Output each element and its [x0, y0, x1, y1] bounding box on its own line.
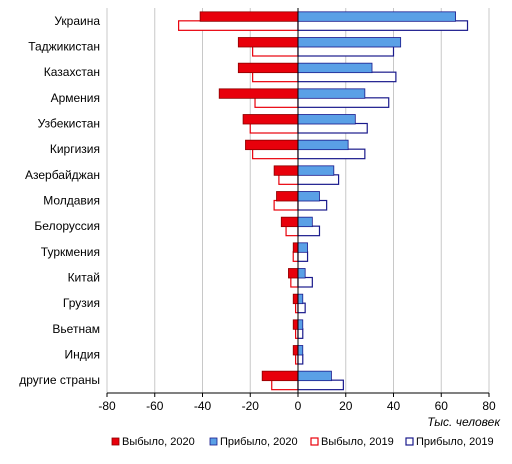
category-label: Белоруссия [34, 219, 100, 233]
bar-2020 [297, 165, 335, 176]
category-label: Грузия [63, 296, 100, 310]
bar-2019 [297, 276, 313, 288]
bar-2019 [178, 20, 299, 31]
x-tick-label: 80 [482, 399, 496, 413]
legend-label: Выбыло, 2020 [122, 436, 195, 448]
bar-2020 [297, 37, 402, 48]
legend-label: Выбыло, 2019 [321, 436, 394, 448]
x-axis-label: Тыс. человек [427, 415, 501, 429]
legend-layer: Выбыло, 2020 Прибыло, 2020 Выбыло, 2019 При… [111, 436, 494, 448]
bar-2020 [297, 370, 332, 382]
bar-2020 [297, 216, 313, 228]
bar-2020 [237, 62, 299, 74]
bar-2019 [254, 97, 299, 108]
category-label: Узбекистан [38, 117, 100, 131]
bar-2019 [297, 122, 368, 134]
bar-2020 [297, 345, 304, 356]
bar-2020 [297, 11, 456, 22]
bar-2019 [285, 225, 299, 237]
bar-2020 [297, 268, 306, 279]
bar-2020 [288, 268, 299, 279]
bar-2020 [245, 139, 299, 151]
bar-2019 [290, 276, 299, 288]
bar-2019 [297, 251, 309, 262]
bar-2020 [280, 216, 299, 228]
bar-2020 [292, 345, 299, 356]
bar-2019 [297, 302, 306, 314]
axis-layer: -80 -60 -40 -20 0 20 40 60 80 Тыс. человек [98, 8, 501, 429]
category-label: Армения [51, 91, 100, 105]
legend-label: Прибыло, 2020 [220, 436, 298, 448]
bar-2020 [297, 139, 349, 151]
bar-2019 [273, 199, 299, 211]
category-label: другие страны [19, 373, 100, 387]
bar-2019 [252, 71, 299, 83]
bar-2020 [237, 37, 299, 48]
bar-2019 [297, 328, 304, 339]
bar-2020 [297, 62, 373, 74]
x-tick-label: 20 [339, 399, 353, 413]
bar-2019 [271, 379, 299, 391]
bar-2019 [297, 199, 328, 211]
bar-2019 [292, 251, 299, 262]
bar-2019 [297, 97, 390, 108]
bar-2019 [297, 379, 344, 391]
category-label: Вьетнам [52, 322, 100, 336]
bar-2020 [199, 11, 299, 22]
bar-2020 [292, 293, 299, 305]
bar-2020 [297, 191, 320, 202]
x-tick-label: 60 [435, 399, 449, 413]
bar-2020 [276, 191, 299, 202]
bar-2020 [292, 319, 299, 330]
legend-swatch [405, 437, 414, 446]
bar-2020 [273, 165, 299, 176]
legend-swatch [111, 437, 120, 446]
bar-2020 [297, 319, 304, 330]
x-tick-label: -40 [194, 399, 212, 413]
bar-2019 [297, 71, 397, 83]
bar-2019 [252, 148, 299, 160]
bar-2019 [297, 20, 469, 31]
bar-2019 [297, 353, 304, 365]
bar-2020 [261, 370, 299, 382]
bar-2019 [297, 174, 340, 185]
bar-2019 [252, 45, 299, 57]
category-label: Индия [65, 348, 100, 362]
bars-layer [178, 11, 469, 391]
bar-2020 [218, 88, 299, 99]
bar-2019 [297, 148, 366, 160]
category-label: Киргизия [50, 142, 100, 156]
labels-layer: Украина Таджикистан Казахстан Армения Узбеки… [19, 14, 100, 387]
bar-2019 [297, 225, 321, 237]
category-label: Молдавия [43, 194, 100, 208]
x-tick-label: -80 [98, 399, 116, 413]
x-tick-label: -20 [242, 399, 260, 413]
bar-2020 [297, 293, 304, 305]
bar-2020 [297, 242, 308, 253]
legend-label: Прибыло, 2019 [416, 436, 494, 448]
legend-swatch [209, 437, 218, 446]
x-tick-label: 0 [295, 399, 302, 413]
bar-2020 [297, 88, 366, 99]
category-label: Китай [68, 271, 100, 285]
category-label: Украина [54, 14, 100, 28]
category-label: Азербайджан [25, 168, 100, 182]
bar-2020 [242, 114, 299, 125]
x-tick-label: -60 [146, 399, 164, 413]
category-label: Таджикистан [28, 40, 100, 54]
bar-2020 [297, 114, 356, 125]
x-tick-label: 40 [387, 399, 401, 413]
legend-swatch [310, 437, 319, 446]
bar-2019 [297, 45, 395, 57]
bar-2020 [292, 242, 299, 253]
bar-2019 [278, 174, 299, 185]
category-label: Туркмения [41, 245, 100, 259]
category-label: Казахстан [44, 65, 100, 79]
bar-2019 [249, 122, 299, 134]
